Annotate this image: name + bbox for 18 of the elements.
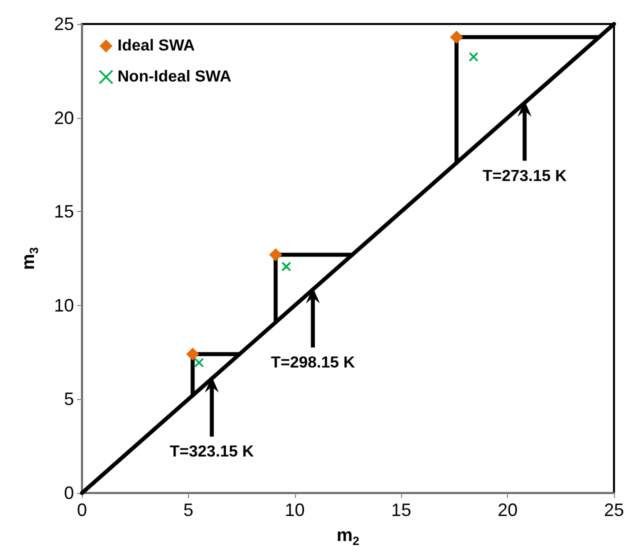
x-tick-label: 25 (604, 500, 624, 520)
y-axis-title: m3 (18, 246, 41, 270)
y-tick-label: 10 (54, 295, 74, 316)
x-tick-label: 5 (183, 500, 194, 520)
x-tick-label: 20 (498, 500, 518, 520)
y-tick-label: 15 (54, 202, 74, 222)
legend-label: Non-Ideal SWA (118, 68, 232, 86)
x-tick-label: 10 (284, 500, 305, 520)
annotation: T=273.15 K (482, 168, 568, 185)
legend-label: Ideal SWA (118, 38, 196, 54)
y-tick-label: 20 (54, 108, 74, 128)
x-tick-label: 15 (391, 500, 412, 520)
y-tick-label: 25 (54, 14, 74, 34)
y-tick-label: 5 (64, 389, 74, 410)
annotation: T=323.15 K (170, 444, 254, 461)
y-tick-label: 0 (64, 483, 74, 503)
x-tick-label: 0 (76, 500, 88, 520)
annotation: T=298.15 K (270, 354, 356, 372)
